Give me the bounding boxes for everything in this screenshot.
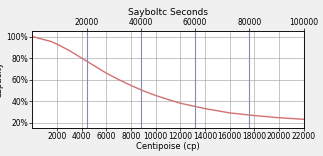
Y-axis label: Capacity: Capacity — [0, 61, 4, 98]
X-axis label: Centipoise (cp): Centipoise (cp) — [136, 142, 200, 151]
X-axis label: Sayboltc Seconds: Sayboltc Seconds — [128, 8, 208, 17]
